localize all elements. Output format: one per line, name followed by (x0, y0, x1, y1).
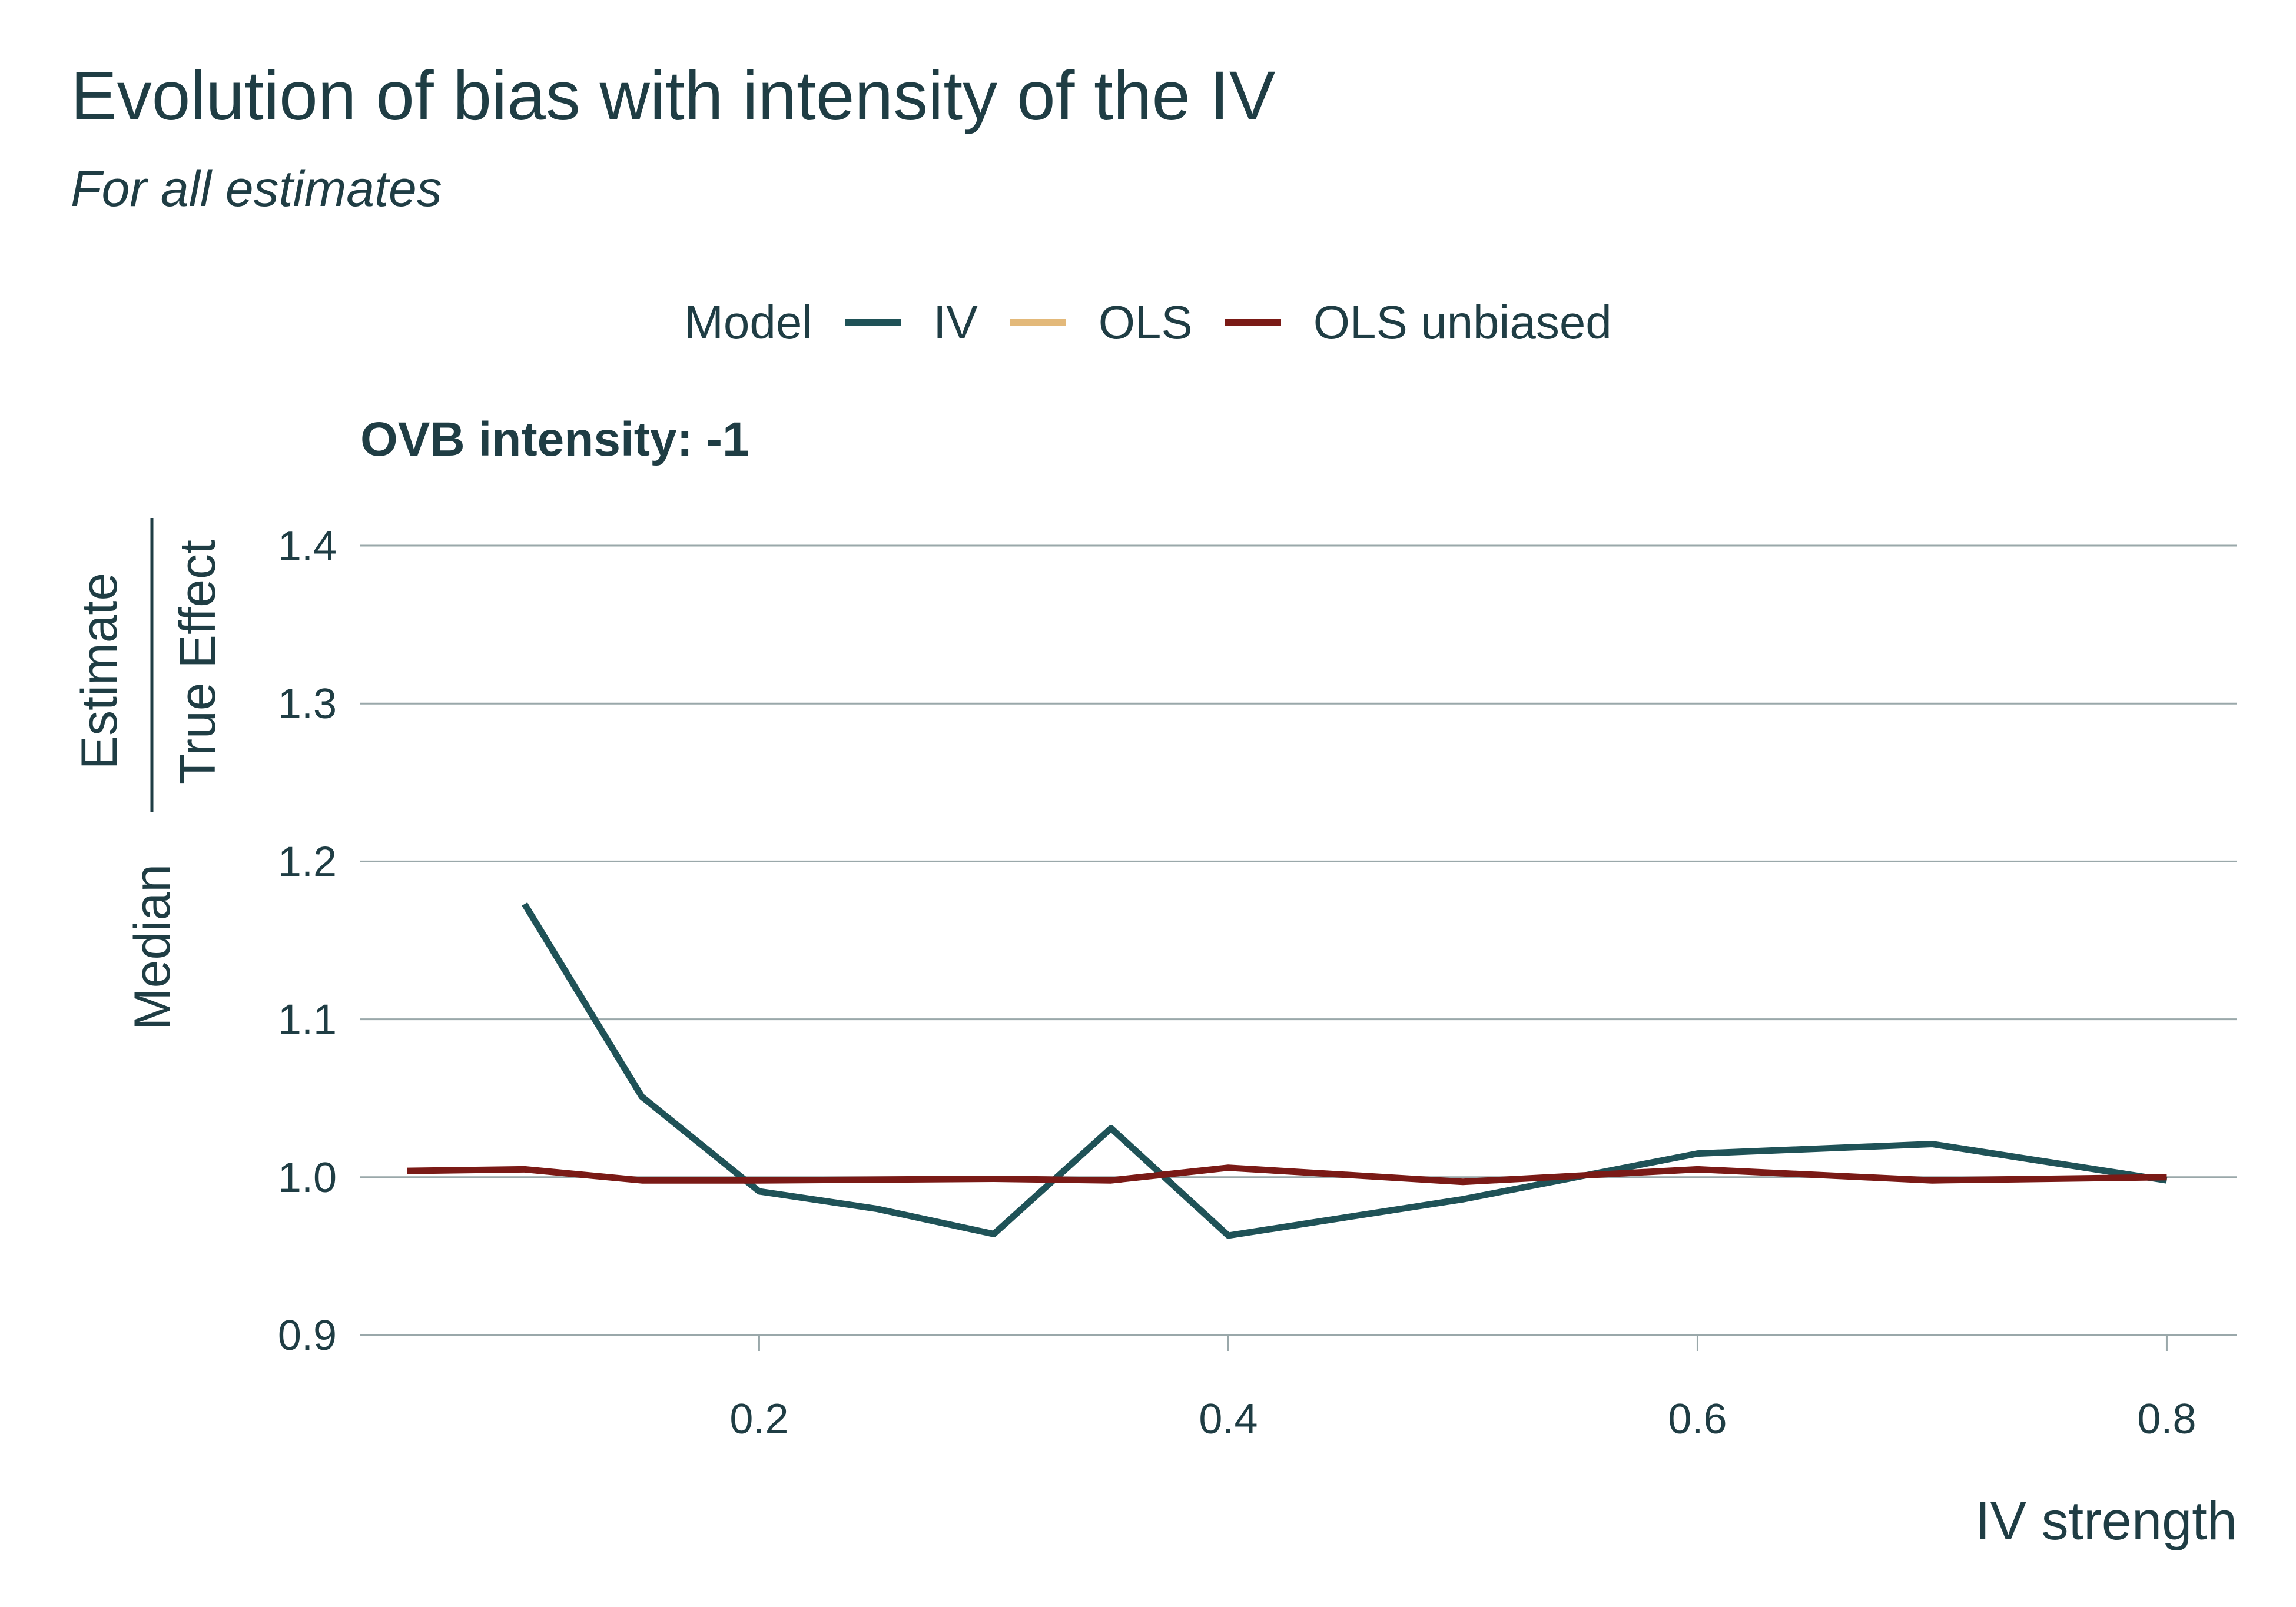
x-tick-marks: 0.2 0.4 0.6 0.8 (729, 1336, 2196, 1443)
legend-key-ols (1010, 319, 1066, 326)
y-tick-label-0: 0.9 (278, 1312, 337, 1359)
legend-label-iv: IV (933, 296, 978, 348)
legend-key-ols-unbiased (1225, 319, 1281, 326)
series-line-ols-unbiased (407, 1164, 2167, 1186)
chart-subtitle: For all estimates (71, 161, 442, 217)
x-tick-label-3: 0.8 (2137, 1396, 2196, 1443)
legend-key-iv (845, 319, 901, 326)
legend-title: Model (684, 296, 813, 348)
series-line-iv (522, 902, 2168, 1239)
x-axis-label: IV strength (1975, 1491, 2237, 1551)
y-tick-label-4: 1.3 (278, 680, 337, 728)
legend-item-ols-unbiased: OLS unbiased (1225, 295, 1612, 350)
chart-title: Evolution of bias with intensity of the … (71, 57, 1276, 135)
y-tick-label-3: 1.2 (278, 838, 337, 885)
y-axis-label-denominator: True Effect (170, 540, 226, 785)
y-axis-label-prefix: Median (124, 864, 181, 1030)
y-tick-label-2: 1.1 (278, 997, 337, 1044)
y-tick-labels: 0.9 1.0 1.1 1.2 1.3 1.4 (278, 523, 337, 1359)
y-tick-label-5: 1.4 (278, 523, 337, 570)
x-tick-label-1: 0.4 (1199, 1396, 1258, 1443)
y-axis-label-numerator: Estimate (71, 573, 128, 770)
legend: Model IV OLS OLS unbiased (0, 293, 2296, 352)
series-lines (407, 902, 2168, 1239)
legend-item-iv: IV (845, 295, 978, 350)
legend-label-ols-unbiased: OLS unbiased (1313, 296, 1612, 348)
legend-item-ols: OLS (1010, 295, 1193, 350)
x-tick-label-2: 0.6 (1668, 1396, 1727, 1443)
y-tick-label-1: 1.0 (278, 1154, 337, 1201)
facet-label: OVB intensity: -1 (360, 413, 749, 466)
grid-lines (360, 544, 2237, 1336)
legend-label-ols: OLS (1098, 296, 1193, 348)
x-tick-label-0: 0.2 (729, 1396, 788, 1443)
